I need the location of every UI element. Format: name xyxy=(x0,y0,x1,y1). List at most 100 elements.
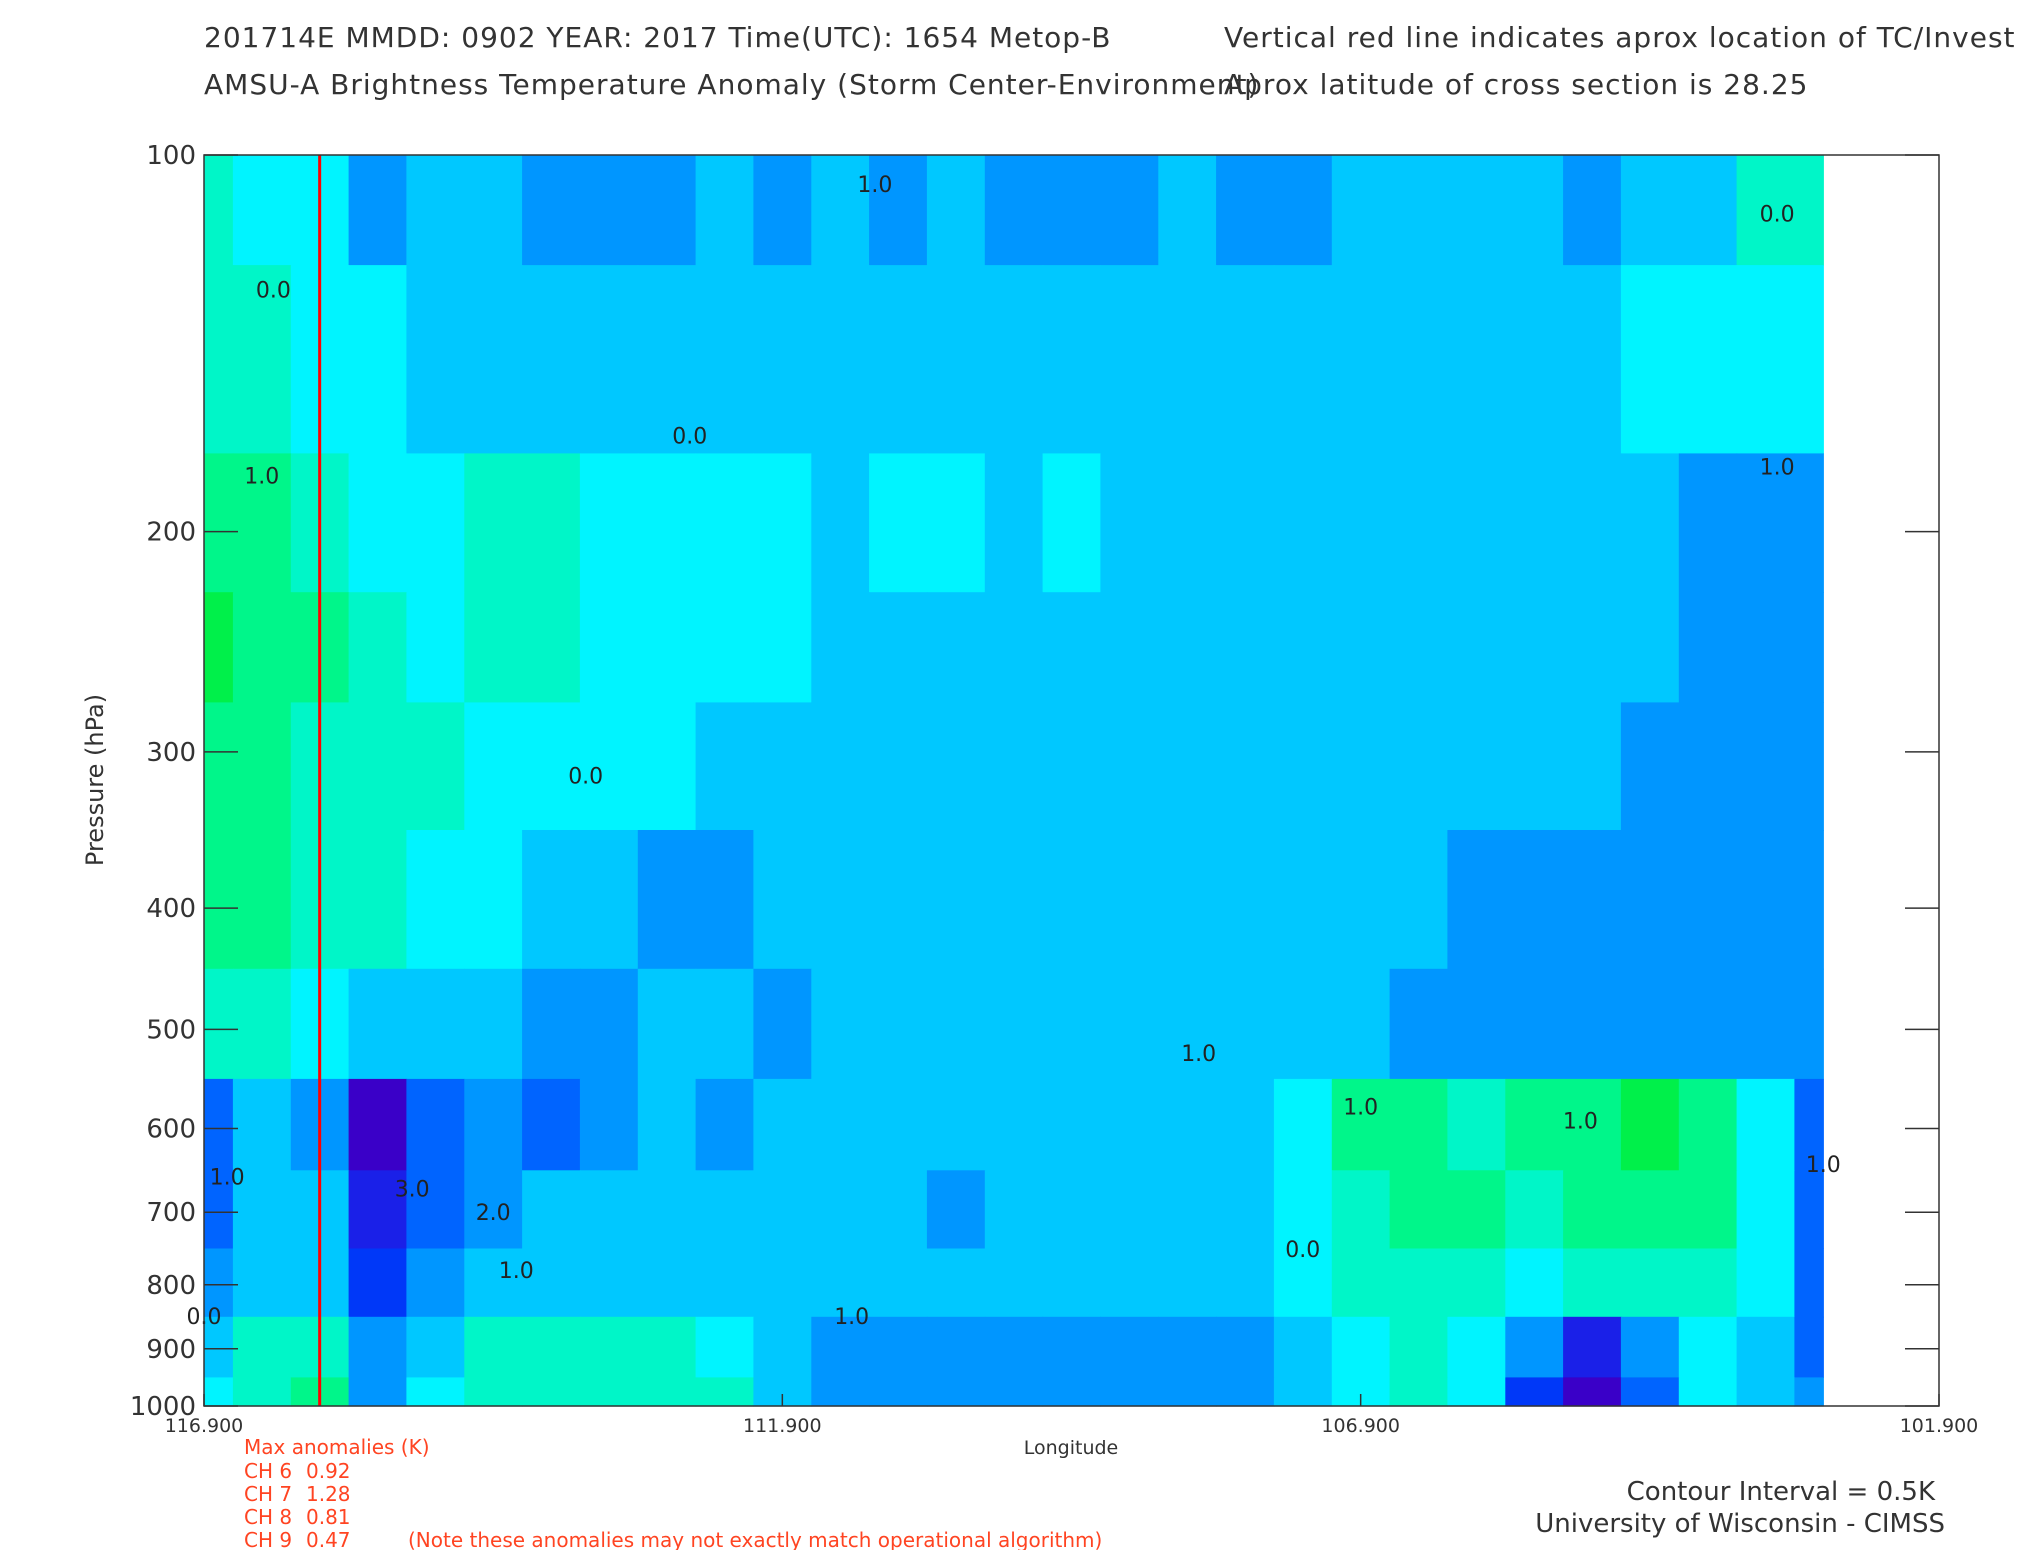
anomaly-cell xyxy=(1216,702,1275,831)
anomaly-cell xyxy=(1736,1170,1795,1249)
anomaly-cell xyxy=(1447,1248,1506,1318)
anomaly-cell xyxy=(579,155,639,266)
anomaly-cell xyxy=(1273,1170,1333,1249)
anomaly-cell xyxy=(1389,1377,1448,1407)
anomaly-cell xyxy=(1794,453,1824,593)
anomaly-cell xyxy=(1216,265,1275,454)
anomaly-cell xyxy=(464,453,523,593)
anomaly-cell xyxy=(1736,1316,1795,1378)
anomaly-cell xyxy=(1100,1170,1159,1249)
anomaly-cell xyxy=(1678,702,1738,831)
anomaly-cell xyxy=(522,1248,581,1318)
anomaly-cell xyxy=(1620,155,1680,266)
anomaly-cell xyxy=(1505,453,1564,593)
anomaly-cell xyxy=(869,1248,928,1318)
anomaly-cell xyxy=(926,1316,986,1378)
anomaly-cell xyxy=(1158,453,1217,593)
anomaly-cell xyxy=(1794,1170,1824,1249)
anomaly-cell xyxy=(1158,265,1217,454)
anomaly-cell xyxy=(1505,155,1564,266)
anomaly-cell xyxy=(1736,1377,1795,1407)
anomaly-cell xyxy=(1505,1377,1564,1407)
anomaly-cell xyxy=(811,592,870,703)
anomaly-cell xyxy=(406,155,465,266)
anomaly-cell xyxy=(869,592,928,703)
anomaly-ch8-value: 0.81 xyxy=(306,1505,351,1529)
anomaly-cell xyxy=(695,265,754,454)
anomaly-cell xyxy=(1042,155,1101,266)
anomaly-cell xyxy=(869,702,928,831)
anomaly-cell xyxy=(869,155,928,266)
anomaly-cell xyxy=(1042,1078,1101,1171)
anomaly-cell xyxy=(637,1078,697,1171)
anomaly-cell xyxy=(1563,1248,1622,1318)
anomaly-cell xyxy=(1563,968,1622,1080)
anomaly-cell xyxy=(753,702,812,831)
anomaly-cell xyxy=(695,1170,754,1249)
anomaly-cell xyxy=(1331,265,1391,454)
anomaly-cell xyxy=(204,1248,234,1318)
anomaly-cell xyxy=(1389,1248,1448,1318)
anomaly-cell xyxy=(869,1078,928,1171)
anomaly-cell xyxy=(1216,830,1275,970)
anomaly-cell xyxy=(1331,1170,1391,1249)
anomaly-cell xyxy=(1447,830,1506,970)
anomaly-cell xyxy=(1158,1316,1217,1378)
anomaly-cell xyxy=(464,1316,523,1378)
anomaly-cell xyxy=(695,1078,754,1171)
anomaly-cell xyxy=(406,1170,465,1249)
anomaly-cell xyxy=(579,830,639,970)
anomaly-cell xyxy=(1331,1248,1391,1318)
contour-label: 0.0 xyxy=(672,424,707,449)
anomaly-cell xyxy=(1216,1316,1275,1378)
anomaly-cell xyxy=(579,265,639,454)
anomaly-cell xyxy=(579,1316,639,1378)
anomaly-cell xyxy=(1216,1377,1275,1407)
anomaly-cell xyxy=(204,1316,234,1378)
anomaly-cell xyxy=(1389,1170,1448,1249)
y-tick-label: 100 xyxy=(146,141,196,171)
anomaly-cell xyxy=(926,702,986,831)
y-tick-label: 600 xyxy=(146,1115,196,1145)
contour-label: 0.0 xyxy=(1285,1238,1320,1263)
anomaly-cell xyxy=(753,968,812,1080)
anomaly-cell xyxy=(1389,265,1448,454)
anomaly-cell xyxy=(1331,592,1391,703)
anomaly-cell xyxy=(926,830,986,970)
anomaly-cell xyxy=(232,1377,292,1407)
anomaly-cell xyxy=(1273,1078,1333,1171)
anomaly-cell xyxy=(1042,453,1101,593)
anomaly-cell xyxy=(1216,155,1275,266)
anomaly-cell xyxy=(1100,968,1159,1080)
header-line2-left: AMSU-A Brightness Temperature Anomaly (S… xyxy=(204,68,1259,101)
contour-label: 1.0 xyxy=(857,173,892,198)
anomaly-cell xyxy=(406,1316,465,1378)
anomaly-cell xyxy=(464,1248,523,1318)
anomaly-cell xyxy=(753,453,812,593)
anomaly-cell xyxy=(1563,702,1622,831)
anomaly-cell xyxy=(1273,592,1333,703)
anomaly-cell xyxy=(869,1316,928,1378)
anomaly-cell xyxy=(811,155,870,266)
anomaly-cell xyxy=(1505,1248,1564,1318)
anomaly-cell xyxy=(204,968,234,1080)
anomaly-cell xyxy=(1447,1170,1506,1249)
anomaly-cell xyxy=(926,1170,986,1249)
anomaly-cell xyxy=(1389,702,1448,831)
anomaly-cell xyxy=(869,265,928,454)
anomaly-cell xyxy=(1331,155,1391,266)
anomaly-cell xyxy=(1042,968,1101,1080)
anomaly-cell xyxy=(811,702,870,831)
anomaly-cell xyxy=(1158,155,1217,266)
anomaly-ch6-value: 0.92 xyxy=(306,1459,351,1483)
anomaly-cell xyxy=(1158,968,1217,1080)
anomaly-cell xyxy=(637,453,697,593)
anomaly-cell xyxy=(348,453,407,593)
anomaly-cell xyxy=(1678,830,1738,970)
anomaly-cell xyxy=(1331,1316,1391,1378)
anomaly-cell xyxy=(348,155,407,266)
anomaly-cell xyxy=(1620,968,1680,1080)
anomaly-cell xyxy=(695,592,754,703)
contour-label: 2.0 xyxy=(476,1201,511,1226)
anomaly-cell xyxy=(811,1170,870,1249)
